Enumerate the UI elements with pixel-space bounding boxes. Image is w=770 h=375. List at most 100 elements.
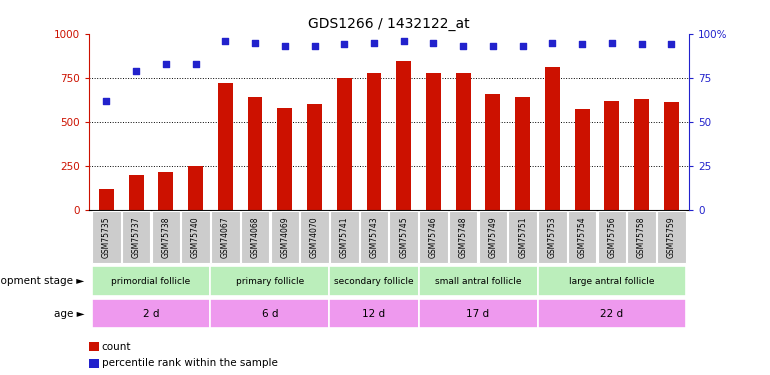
Bar	[545, 67, 560, 210]
Bar	[634, 99, 649, 210]
Point	[130, 68, 142, 74]
Bar	[367, 74, 381, 210]
FancyBboxPatch shape	[628, 211, 656, 263]
Point	[457, 43, 470, 49]
Bar	[330, 266, 419, 296]
FancyBboxPatch shape	[360, 211, 388, 263]
Point	[368, 40, 380, 46]
Text: GSM75749: GSM75749	[488, 216, 497, 258]
Point	[338, 41, 350, 47]
Bar	[99, 189, 114, 210]
FancyBboxPatch shape	[390, 211, 418, 263]
Title: GDS1266 / 1432122_at: GDS1266 / 1432122_at	[308, 17, 470, 32]
FancyBboxPatch shape	[330, 211, 359, 263]
Text: development stage ►: development stage ►	[0, 276, 85, 286]
Text: GSM75746: GSM75746	[429, 216, 438, 258]
Text: GSM74068: GSM74068	[250, 216, 259, 258]
Point	[665, 41, 678, 47]
Text: GSM75735: GSM75735	[102, 216, 111, 258]
Bar	[210, 299, 330, 328]
Text: GSM74067: GSM74067	[221, 216, 229, 258]
Text: GSM74070: GSM74070	[310, 216, 319, 258]
FancyBboxPatch shape	[122, 211, 150, 263]
FancyBboxPatch shape	[449, 211, 477, 263]
Bar	[515, 97, 530, 210]
Text: GSM74069: GSM74069	[280, 216, 290, 258]
Text: GSM75753: GSM75753	[548, 216, 557, 258]
FancyBboxPatch shape	[92, 211, 121, 263]
Text: GSM75756: GSM75756	[608, 216, 616, 258]
FancyBboxPatch shape	[479, 211, 507, 263]
FancyBboxPatch shape	[657, 211, 685, 263]
Text: GSM75759: GSM75759	[667, 216, 676, 258]
Point	[487, 43, 499, 49]
Bar	[92, 266, 210, 296]
Text: count: count	[102, 342, 131, 351]
Point	[189, 61, 202, 67]
Bar	[188, 166, 203, 210]
Text: large antral follicle: large antral follicle	[569, 277, 654, 286]
Bar	[537, 266, 686, 296]
Text: 6 d: 6 d	[262, 309, 278, 319]
Text: GSM75745: GSM75745	[399, 216, 408, 258]
FancyBboxPatch shape	[598, 211, 626, 263]
Bar	[664, 102, 678, 210]
Point	[576, 41, 588, 47]
Point	[100, 98, 112, 104]
Text: 17 d: 17 d	[467, 309, 490, 319]
FancyBboxPatch shape	[567, 211, 597, 263]
FancyBboxPatch shape	[300, 211, 329, 263]
FancyBboxPatch shape	[152, 211, 180, 263]
Text: small antral follicle: small antral follicle	[435, 277, 521, 286]
Bar	[248, 97, 263, 210]
FancyBboxPatch shape	[270, 211, 299, 263]
Text: primary follicle: primary follicle	[236, 277, 304, 286]
Bar	[537, 299, 686, 328]
Text: 12 d: 12 d	[363, 309, 386, 319]
Text: GSM75758: GSM75758	[637, 216, 646, 258]
FancyBboxPatch shape	[508, 211, 537, 263]
Text: percentile rank within the sample: percentile rank within the sample	[102, 358, 277, 368]
Bar	[456, 74, 470, 210]
Point	[249, 40, 261, 46]
Bar	[92, 299, 210, 328]
Text: 2 d: 2 d	[142, 309, 159, 319]
Bar	[426, 74, 441, 210]
Text: GSM75754: GSM75754	[578, 216, 587, 258]
Point	[517, 43, 529, 49]
FancyBboxPatch shape	[419, 211, 447, 263]
Point	[279, 43, 291, 49]
FancyBboxPatch shape	[241, 211, 270, 263]
Point	[397, 38, 410, 44]
Text: GSM75748: GSM75748	[459, 216, 467, 258]
Text: GSM75737: GSM75737	[132, 216, 141, 258]
Point	[219, 38, 232, 44]
Bar	[277, 108, 293, 210]
Text: age ►: age ►	[54, 309, 85, 319]
Bar	[574, 109, 590, 210]
Bar	[330, 299, 419, 328]
Bar	[419, 299, 537, 328]
FancyBboxPatch shape	[538, 211, 567, 263]
Point	[308, 43, 320, 49]
Bar	[485, 94, 501, 210]
Point	[159, 61, 172, 67]
Text: GSM75740: GSM75740	[191, 216, 200, 258]
Bar	[604, 101, 619, 210]
Bar	[419, 266, 537, 296]
Text: 22 d: 22 d	[601, 309, 624, 319]
Bar	[336, 78, 352, 210]
FancyBboxPatch shape	[211, 211, 239, 263]
Text: secondary follicle: secondary follicle	[334, 277, 413, 286]
Point	[635, 41, 648, 47]
Text: GSM75743: GSM75743	[370, 216, 379, 258]
Bar	[307, 104, 322, 210]
Bar	[159, 172, 173, 210]
Point	[546, 40, 558, 46]
Point	[606, 40, 618, 46]
Text: GSM75741: GSM75741	[340, 216, 349, 258]
Bar	[397, 61, 411, 210]
FancyBboxPatch shape	[181, 211, 210, 263]
Text: GSM75751: GSM75751	[518, 216, 527, 258]
Bar	[218, 83, 233, 210]
